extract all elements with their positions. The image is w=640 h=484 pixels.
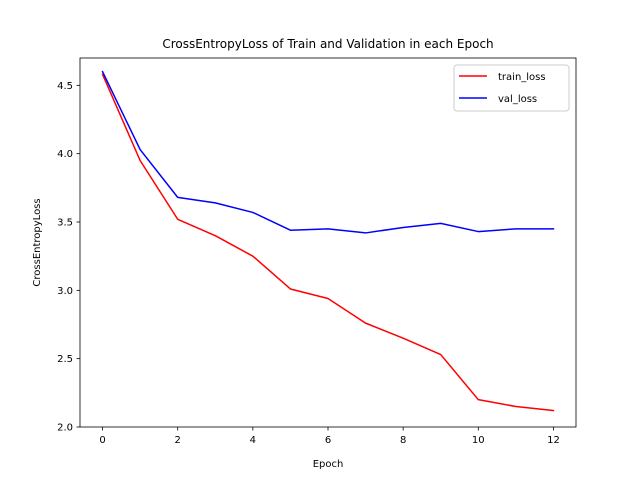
y-tick-label: 2.0 <box>57 423 73 434</box>
x-tick-label: 6 <box>325 435 331 446</box>
series-line-train_loss <box>101 73 555 412</box>
legend-label-train_loss: train_loss <box>498 72 546 83</box>
y-tick-label: 4.5 <box>57 81 73 92</box>
legend-label-val_loss: val_loss <box>498 94 537 105</box>
x-tick-label: 12 <box>547 435 560 446</box>
y-tick-label: 3.5 <box>57 218 73 229</box>
legend: train_loss val_loss <box>453 64 570 112</box>
x-tick-label: 10 <box>472 435 485 446</box>
series-line-val_loss <box>101 70 555 234</box>
y-tick-label: 4.0 <box>57 149 73 160</box>
x-tick-label: 2 <box>175 435 181 446</box>
x-axis-label: Epoch <box>313 459 344 470</box>
x-tick-label: 8 <box>400 435 406 446</box>
y-tick-label: 3.0 <box>57 286 73 297</box>
chart-title: CrossEntropyLoss of Train and Validation… <box>162 37 493 51</box>
x-tick-label: 0 <box>99 435 105 446</box>
y-axis-label: CrossEntropyLoss <box>32 198 43 286</box>
plot-area: 0 2 4 6 8 10 12 2.0 2.5 3.0 3.5 4.0 4.5 <box>57 57 577 446</box>
x-tick-label: 4 <box>250 435 256 446</box>
y-tick-label: 2.5 <box>57 354 73 365</box>
